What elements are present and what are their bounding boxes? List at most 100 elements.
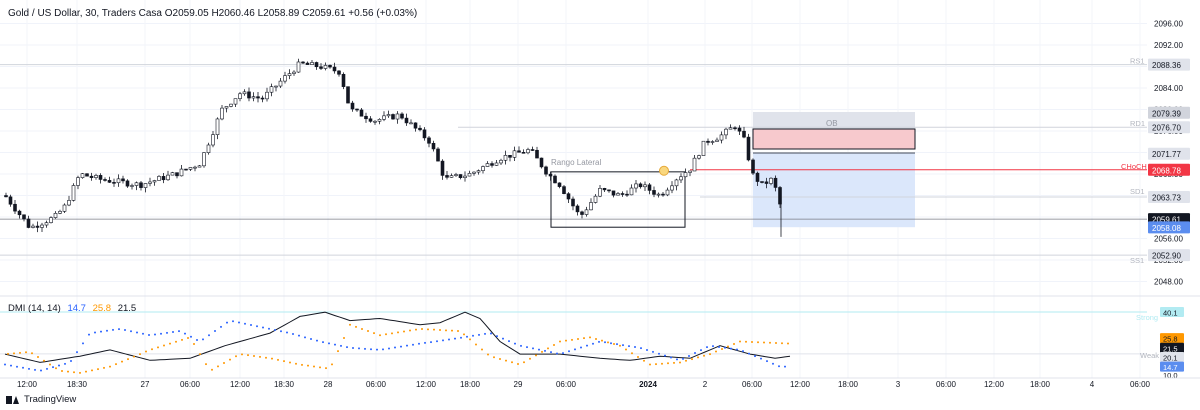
- candle: [674, 179, 679, 187]
- dmi-badge-minus-di: 25.8: [1163, 335, 1178, 344]
- plus-di-point: [124, 329, 126, 331]
- minus-di-point: [787, 342, 789, 345]
- plus-di-point: [286, 331, 288, 334]
- candle: [467, 173, 472, 177]
- candle: [62, 204, 67, 212]
- candle: [139, 182, 143, 188]
- minus-di-point: [61, 370, 63, 373]
- candle: [152, 180, 157, 183]
- minus-di-point: [73, 371, 75, 374]
- dmi-legend: DMI (14, 14) 14.7 25.8 21.5: [8, 303, 136, 314]
- plus-di-point: [22, 366, 24, 369]
- candle: [125, 180, 130, 187]
- plus-di-point: [358, 347, 360, 350]
- ss1-label: SS1: [1130, 256, 1144, 265]
- candle: [373, 120, 377, 123]
- plus-di-point: [448, 338, 450, 341]
- plus-di-point: [190, 335, 192, 338]
- candle: [746, 136, 751, 161]
- ob-zone: [752, 128, 916, 150]
- plus-di-point: [586, 344, 588, 347]
- minus-di-point: [589, 336, 591, 339]
- minus-di-point: [265, 356, 267, 359]
- plus-di-point: [100, 330, 102, 333]
- candle: [328, 65, 332, 68]
- minus-di-point: [457, 329, 459, 332]
- adx-line: [4, 311, 791, 363]
- plus-di-point: [478, 333, 480, 336]
- price-tick-label: 2096.00: [1154, 20, 1183, 29]
- candle: [764, 181, 769, 184]
- plus-di-point: [598, 340, 600, 343]
- time-tick-label: 18:00: [838, 380, 859, 389]
- plus-di-point: [52, 366, 54, 369]
- candle: [553, 175, 557, 184]
- minus-di-point: [313, 365, 315, 368]
- candle: [247, 91, 251, 99]
- plus-di-point: [688, 354, 690, 357]
- plus-di-point: [364, 347, 366, 350]
- badge-ss1: 2052.90: [1152, 252, 1181, 261]
- plus-di-point: [328, 342, 330, 345]
- brand[interactable]: TradingView: [6, 394, 76, 405]
- plus-di-point: [262, 326, 264, 329]
- candle: [706, 140, 710, 143]
- candle: [670, 185, 674, 191]
- minus-di-point: [133, 355, 135, 358]
- minus-di-point: [643, 359, 645, 362]
- time-tick-label: 12:00: [984, 380, 1005, 389]
- plus-di-point: [202, 338, 204, 341]
- badge-ob-high: 2079.39: [1152, 109, 1181, 118]
- candle: [517, 150, 521, 153]
- candle: [341, 73, 346, 87]
- candle: [53, 213, 58, 218]
- tradingview-logo-icon: [6, 395, 20, 404]
- candle: [611, 190, 616, 196]
- plus-di-point: [754, 355, 756, 358]
- plus-di-point: [268, 327, 270, 330]
- minus-di-point: [181, 338, 183, 341]
- candle: [233, 98, 238, 105]
- minus-di-point: [547, 347, 549, 350]
- minus-di-point: [463, 333, 465, 336]
- candle: [530, 149, 535, 151]
- candle: [566, 193, 571, 200]
- minus-di-point: [49, 363, 51, 366]
- candle: [364, 115, 368, 120]
- plus-di-point: [220, 325, 222, 328]
- plus-di-point: [694, 352, 696, 355]
- candle: [481, 166, 485, 171]
- candle: [332, 66, 337, 72]
- minus-di-point: [13, 352, 15, 355]
- plus-di-point: [718, 345, 720, 348]
- minus-di-point: [85, 370, 87, 373]
- minus-di-point: [175, 340, 177, 343]
- ob-header-zone: [753, 112, 915, 129]
- plus-di-point: [568, 350, 570, 353]
- plus-di-point: [580, 346, 582, 349]
- candle: [184, 168, 188, 171]
- minus-di-point: [439, 329, 441, 331]
- minus-di-point: [253, 355, 255, 358]
- plus-di-point: [334, 343, 336, 346]
- plus-di-point: [622, 344, 624, 347]
- candle: [593, 195, 598, 203]
- candle: [422, 129, 427, 139]
- plus-di-value: 14.7: [67, 303, 86, 314]
- candle: [49, 217, 53, 223]
- minus-di-point: [631, 352, 633, 355]
- plus-di-point: [502, 337, 504, 340]
- brand-name: TradingView: [24, 394, 77, 405]
- minus-di-point: [421, 328, 423, 331]
- badge-ss1-bg: [1148, 249, 1190, 262]
- minus-di-point: [121, 360, 123, 363]
- candle: [688, 170, 692, 173]
- plus-di-point: [706, 346, 708, 349]
- candle: [692, 157, 697, 172]
- candle: [454, 174, 458, 176]
- candle: [206, 144, 211, 153]
- plus-di-point: [466, 335, 468, 338]
- dmi-title: DMI (14, 14): [8, 303, 61, 314]
- time-tick-label: 3: [896, 380, 901, 389]
